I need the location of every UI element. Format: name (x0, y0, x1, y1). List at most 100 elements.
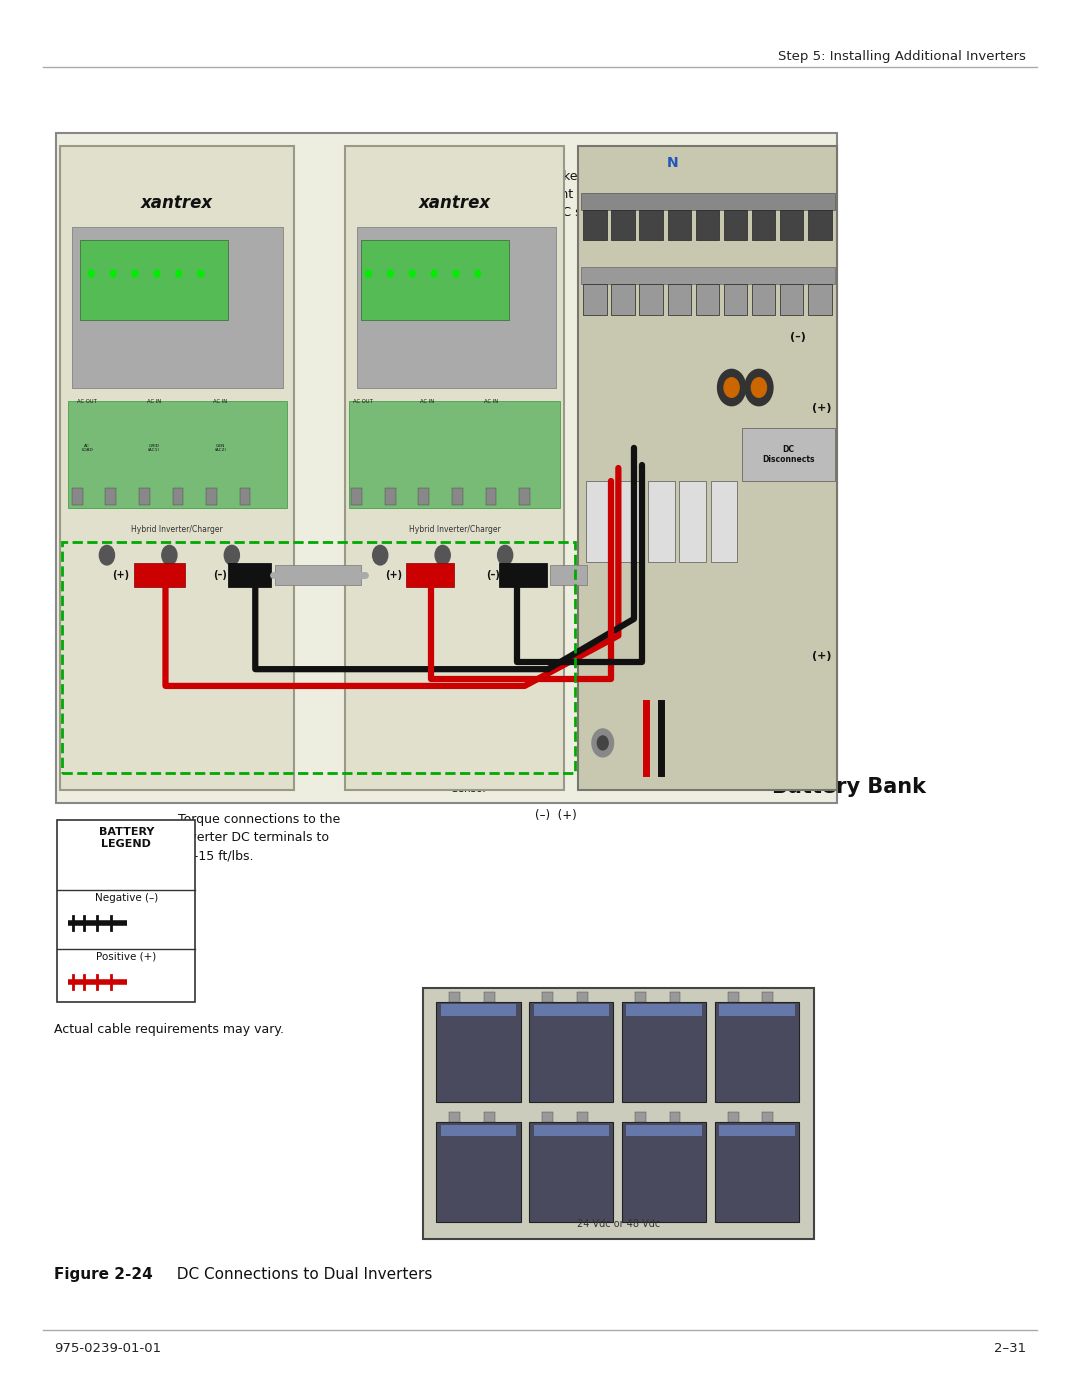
Text: xantrex: xantrex (141, 194, 213, 212)
Bar (449, 992, 460, 1002)
Bar (550, 566, 588, 585)
Bar (719, 1125, 795, 1136)
Bar (71, 488, 82, 504)
Bar (808, 210, 832, 240)
Bar (134, 563, 185, 587)
Text: Negative (–): Negative (–) (95, 893, 158, 902)
Circle shape (388, 270, 393, 277)
Bar (670, 992, 680, 1002)
Bar (611, 284, 635, 316)
Circle shape (454, 270, 459, 277)
Bar (581, 193, 836, 210)
Bar (519, 488, 530, 504)
Text: (–): (–) (791, 332, 806, 342)
Bar (349, 401, 559, 509)
Bar (441, 1004, 516, 1016)
Circle shape (592, 729, 613, 757)
Bar (635, 1112, 646, 1122)
Bar (274, 566, 361, 585)
Text: 975-0239-01-01: 975-0239-01-01 (54, 1343, 161, 1355)
Bar (626, 1004, 702, 1016)
Text: (+): (+) (111, 570, 129, 580)
Circle shape (752, 377, 767, 397)
Bar (534, 1004, 609, 1016)
Bar (384, 488, 395, 504)
Text: Step 5: Installing Additional Inverters: Step 5: Installing Additional Inverters (778, 50, 1026, 63)
Bar (679, 482, 706, 562)
Bar (762, 1112, 773, 1122)
Bar (529, 1002, 613, 1102)
Bar (667, 284, 691, 316)
Bar (206, 488, 217, 504)
Circle shape (198, 270, 203, 277)
Circle shape (176, 270, 181, 277)
Circle shape (89, 270, 94, 277)
Text: (+): (+) (384, 570, 402, 580)
Bar (585, 482, 612, 562)
Text: Torque connections to the battery
terminals according to the battery
manufacture: Torque connections to the battery termin… (470, 1162, 687, 1211)
Text: Actual cable requirements may vary.: Actual cable requirements may vary. (54, 1023, 284, 1035)
Bar (71, 226, 283, 387)
Bar (583, 284, 607, 316)
Text: N: N (667, 156, 679, 170)
Bar (534, 1125, 609, 1136)
Bar (667, 210, 691, 240)
Bar (648, 482, 675, 562)
Text: Figure 2-24: Figure 2-24 (54, 1267, 152, 1282)
Text: 2–31: 2–31 (994, 1343, 1026, 1355)
Text: AC IN: AC IN (213, 400, 227, 404)
Bar (622, 1122, 706, 1222)
Text: Positive (+): Positive (+) (96, 951, 157, 961)
Bar (499, 563, 546, 587)
Bar (57, 820, 195, 1002)
Text: Hybrid Inverter/Charger: Hybrid Inverter/Charger (408, 525, 500, 534)
Bar (361, 240, 509, 320)
Bar (542, 992, 553, 1002)
Bar (80, 240, 228, 320)
Circle shape (435, 545, 450, 564)
Bar (578, 147, 837, 789)
Bar (611, 210, 635, 240)
Bar (346, 147, 564, 789)
Text: (–)  (+): (–) (+) (536, 809, 577, 821)
Text: xantrex: xantrex (418, 194, 490, 212)
Bar (715, 1122, 799, 1222)
Circle shape (366, 270, 372, 277)
Bar (780, 210, 804, 240)
Bar (622, 1002, 706, 1102)
Bar (436, 1002, 521, 1102)
Bar (228, 563, 271, 587)
Bar (711, 482, 737, 562)
Text: Hybrid Inverter/Charger: Hybrid Inverter/Charger (132, 525, 224, 534)
Bar (423, 988, 814, 1239)
Text: GEN
(AC2): GEN (AC2) (214, 444, 226, 453)
Bar (670, 1112, 680, 1122)
Circle shape (373, 545, 388, 564)
Bar (626, 1125, 702, 1136)
Circle shape (162, 545, 177, 564)
Bar (453, 488, 463, 504)
Bar (724, 210, 747, 240)
Circle shape (409, 270, 415, 277)
Text: AC OUT: AC OUT (78, 400, 97, 404)
Text: Battery Bank: Battery Bank (772, 777, 927, 796)
Text: (–): (–) (213, 570, 227, 580)
Bar (742, 427, 836, 482)
Circle shape (110, 270, 116, 277)
Bar (752, 284, 775, 316)
Circle shape (498, 545, 513, 564)
Text: (+): (+) (812, 402, 832, 412)
Text: AC OUT: AC OUT (353, 400, 373, 404)
Bar (808, 284, 832, 316)
Circle shape (99, 545, 114, 564)
Circle shape (597, 736, 608, 750)
Text: GRID
(AC1): GRID (AC1) (148, 444, 160, 453)
Bar (696, 210, 719, 240)
Bar (617, 482, 644, 562)
Circle shape (133, 270, 138, 277)
Circle shape (225, 545, 240, 564)
Bar (418, 488, 429, 504)
Bar (436, 1122, 521, 1222)
Bar (441, 1125, 516, 1136)
Bar (780, 284, 804, 316)
